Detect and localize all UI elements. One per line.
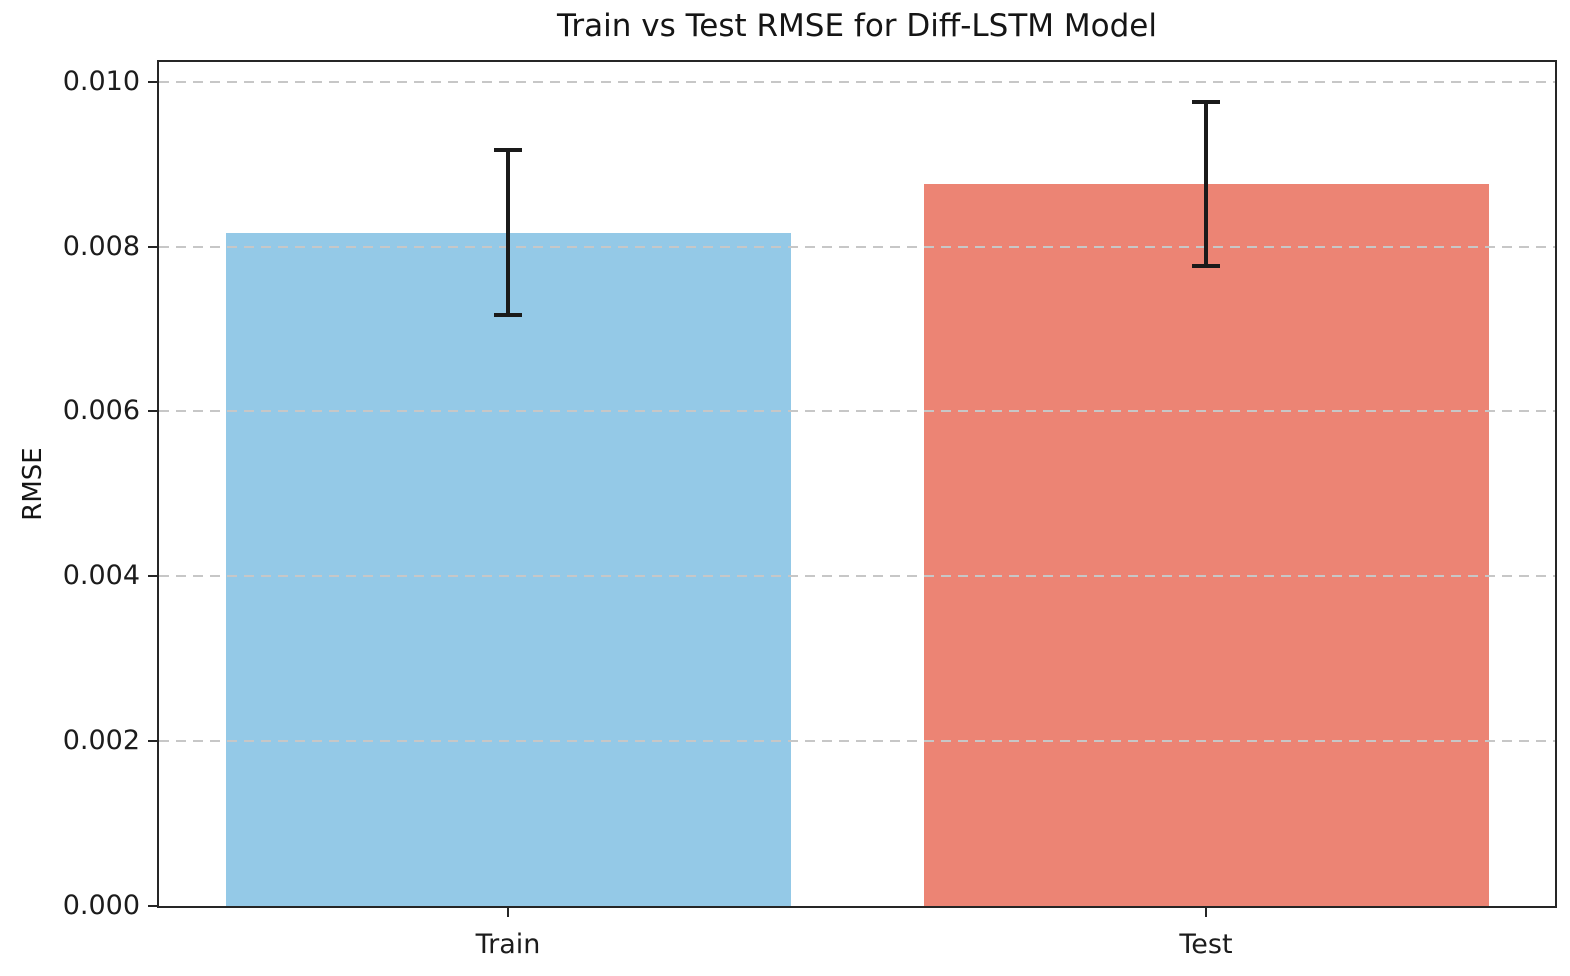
error-bar-cap-top-train bbox=[494, 148, 522, 152]
y-tick-label-0.006: 0.006 bbox=[62, 395, 140, 426]
y-tick-label-0.004: 0.004 bbox=[62, 560, 140, 591]
error-bar-cap-bottom-train bbox=[494, 313, 522, 317]
y-tick-0.002 bbox=[148, 740, 157, 742]
plot-area bbox=[157, 60, 1557, 908]
gridline-0.008 bbox=[159, 246, 1555, 248]
bar-train bbox=[226, 233, 791, 906]
x-tick-label-train: Train bbox=[475, 929, 541, 960]
error-bar-line-test bbox=[1204, 102, 1208, 267]
x-tick-train bbox=[507, 908, 509, 917]
y-axis-label: RMSE bbox=[18, 447, 48, 521]
error-bar-cap-top-test bbox=[1192, 100, 1220, 104]
y-tick-0.000 bbox=[148, 905, 157, 907]
x-tick-test bbox=[1205, 908, 1207, 917]
gridline-0.004 bbox=[159, 575, 1555, 577]
y-tick-label-0.008: 0.008 bbox=[62, 231, 140, 262]
y-tick-0.004 bbox=[148, 575, 157, 577]
bar-test bbox=[924, 184, 1489, 906]
x-tick-label-test: Test bbox=[1179, 929, 1233, 960]
gridline-0.006 bbox=[159, 410, 1555, 412]
y-tick-label-0.000: 0.000 bbox=[62, 890, 140, 921]
y-tick-label-0.002: 0.002 bbox=[62, 725, 140, 756]
gridline-0.002 bbox=[159, 740, 1555, 742]
y-tick-0.010 bbox=[148, 81, 157, 83]
chart-title: Train vs Test RMSE for Diff-LSTM Model bbox=[557, 8, 1157, 44]
y-tick-label-0.010: 0.010 bbox=[62, 66, 140, 97]
error-bar-cap-bottom-test bbox=[1192, 264, 1220, 268]
error-bar-line-train bbox=[506, 150, 510, 315]
y-tick-0.008 bbox=[148, 246, 157, 248]
gridline-0.010 bbox=[159, 81, 1555, 83]
y-tick-0.006 bbox=[148, 410, 157, 412]
